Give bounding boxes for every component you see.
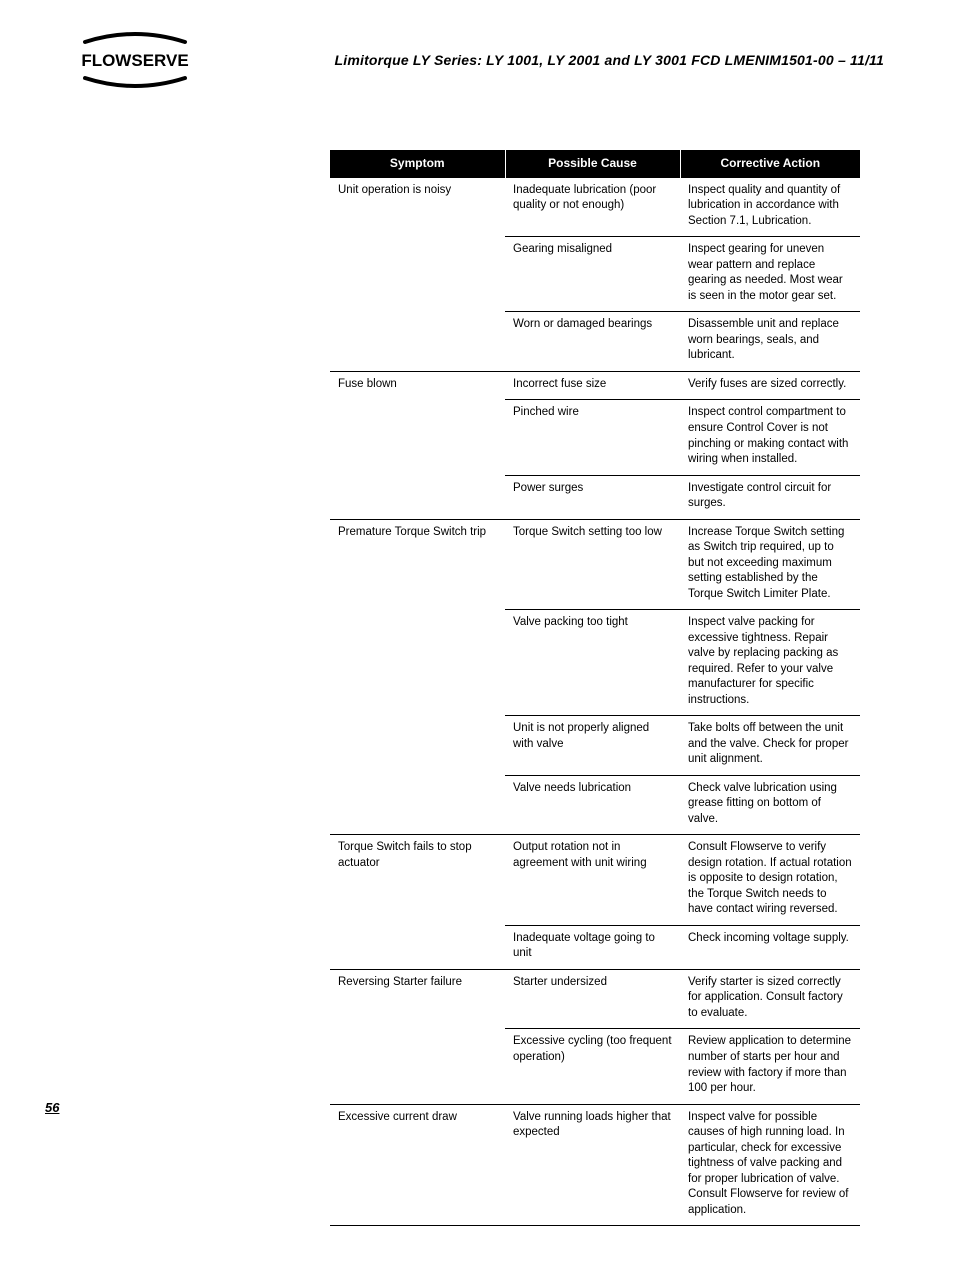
- cell-cause: Torque Switch setting too low: [505, 519, 680, 610]
- cell-cause: Valve packing too tight: [505, 610, 680, 716]
- cell-action: Check incoming voltage supply.: [680, 925, 860, 969]
- table-row: Reversing Starter failureStarter undersi…: [330, 969, 860, 1029]
- table-row: Unit is not properly aligned with valveT…: [330, 716, 860, 776]
- cell-cause: Starter undersized: [505, 969, 680, 1029]
- troubleshooting-table: Symptom Possible Cause Corrective Action…: [330, 150, 860, 1226]
- col-header-cause: Possible Cause: [505, 150, 680, 177]
- cell-cause: Excessive cycling (too frequent operatio…: [505, 1029, 680, 1104]
- cell-cause: Valve running loads higher that expected: [505, 1104, 680, 1226]
- cell-action: Inspect control compartment to ensure Co…: [680, 400, 860, 475]
- cell-action: Review application to determine number o…: [680, 1029, 860, 1104]
- cell-action: Investigate control circuit for surges.: [680, 475, 860, 519]
- table-row: Valve packing too tightInspect valve pac…: [330, 610, 860, 716]
- brand-text: FLOWSERVE: [81, 51, 188, 70]
- table-header-row: Symptom Possible Cause Corrective Action: [330, 150, 860, 177]
- table-row: Power surgesInvestigate control circuit …: [330, 475, 860, 519]
- cell-symptom: [330, 775, 505, 835]
- brand-logo: FLOWSERVE: [70, 30, 200, 90]
- col-header-symptom: Symptom: [330, 150, 505, 177]
- cell-cause: Valve needs lubrication: [505, 775, 680, 835]
- cell-action: Inspect quality and quantity of lubricat…: [680, 177, 860, 237]
- cell-cause: Unit is not properly aligned with valve: [505, 716, 680, 776]
- cell-symptom: [330, 400, 505, 475]
- col-header-action: Corrective Action: [680, 150, 860, 177]
- table-row: Excessive cycling (too frequent operatio…: [330, 1029, 860, 1104]
- document-title: Limitorque LY Series: LY 1001, LY 2001 a…: [334, 52, 884, 68]
- cell-action: Inspect valve for possible causes of hig…: [680, 1104, 860, 1226]
- cell-cause: Incorrect fuse size: [505, 371, 680, 400]
- cell-cause: Power surges: [505, 475, 680, 519]
- cell-symptom: Premature Torque Switch trip: [330, 519, 505, 610]
- cell-symptom: [330, 925, 505, 969]
- page-number: 56: [45, 1100, 59, 1115]
- cell-action: Inspect gearing for uneven wear pattern …: [680, 237, 860, 312]
- troubleshooting-table-container: Symptom Possible Cause Corrective Action…: [330, 150, 860, 1226]
- cell-cause: Inadequate lubrication (poor quality or …: [505, 177, 680, 237]
- page-header: FLOWSERVE Limitorque LY Series: LY 1001,…: [70, 30, 884, 90]
- cell-cause: Pinched wire: [505, 400, 680, 475]
- cell-symptom: [330, 610, 505, 716]
- cell-action: Increase Torque Switch setting as Switch…: [680, 519, 860, 610]
- cell-action: Take bolts off between the unit and the …: [680, 716, 860, 776]
- cell-symptom: Reversing Starter failure: [330, 969, 505, 1029]
- cell-symptom: [330, 475, 505, 519]
- table-row: Inadequate voltage going to unitCheck in…: [330, 925, 860, 969]
- cell-symptom: [330, 312, 505, 372]
- table-row: Fuse blownIncorrect fuse sizeVerify fuse…: [330, 371, 860, 400]
- table-row: Premature Torque Switch tripTorque Switc…: [330, 519, 860, 610]
- cell-action: Consult Flowserve to verify design rotat…: [680, 835, 860, 926]
- cell-action: Check valve lubrication using grease fit…: [680, 775, 860, 835]
- table-row: Worn or damaged bearingsDisassemble unit…: [330, 312, 860, 372]
- cell-action: Verify fuses are sized correctly.: [680, 371, 860, 400]
- cell-symptom: Fuse blown: [330, 371, 505, 400]
- cell-symptom: Unit operation is noisy: [330, 177, 505, 237]
- cell-cause: Gearing misaligned: [505, 237, 680, 312]
- cell-symptom: [330, 1029, 505, 1104]
- table-row: Excessive current drawValve running load…: [330, 1104, 860, 1226]
- cell-symptom: [330, 237, 505, 312]
- cell-symptom: Torque Switch fails to stop actuator: [330, 835, 505, 926]
- table-row: Valve needs lubricationCheck valve lubri…: [330, 775, 860, 835]
- cell-symptom: Excessive current draw: [330, 1104, 505, 1226]
- cell-cause: Worn or damaged bearings: [505, 312, 680, 372]
- cell-action: Disassemble unit and replace worn bearin…: [680, 312, 860, 372]
- cell-action: Verify starter is sized correctly for ap…: [680, 969, 860, 1029]
- table-row: Unit operation is noisyInadequate lubric…: [330, 177, 860, 237]
- cell-cause: Output rotation not in agreement with un…: [505, 835, 680, 926]
- cell-symptom: [330, 716, 505, 776]
- table-row: Pinched wireInspect control compartment …: [330, 400, 860, 475]
- table-row: Torque Switch fails to stop actuatorOutp…: [330, 835, 860, 926]
- cell-action: Inspect valve packing for excessive tigh…: [680, 610, 860, 716]
- cell-cause: Inadequate voltage going to unit: [505, 925, 680, 969]
- table-row: Gearing misalignedInspect gearing for un…: [330, 237, 860, 312]
